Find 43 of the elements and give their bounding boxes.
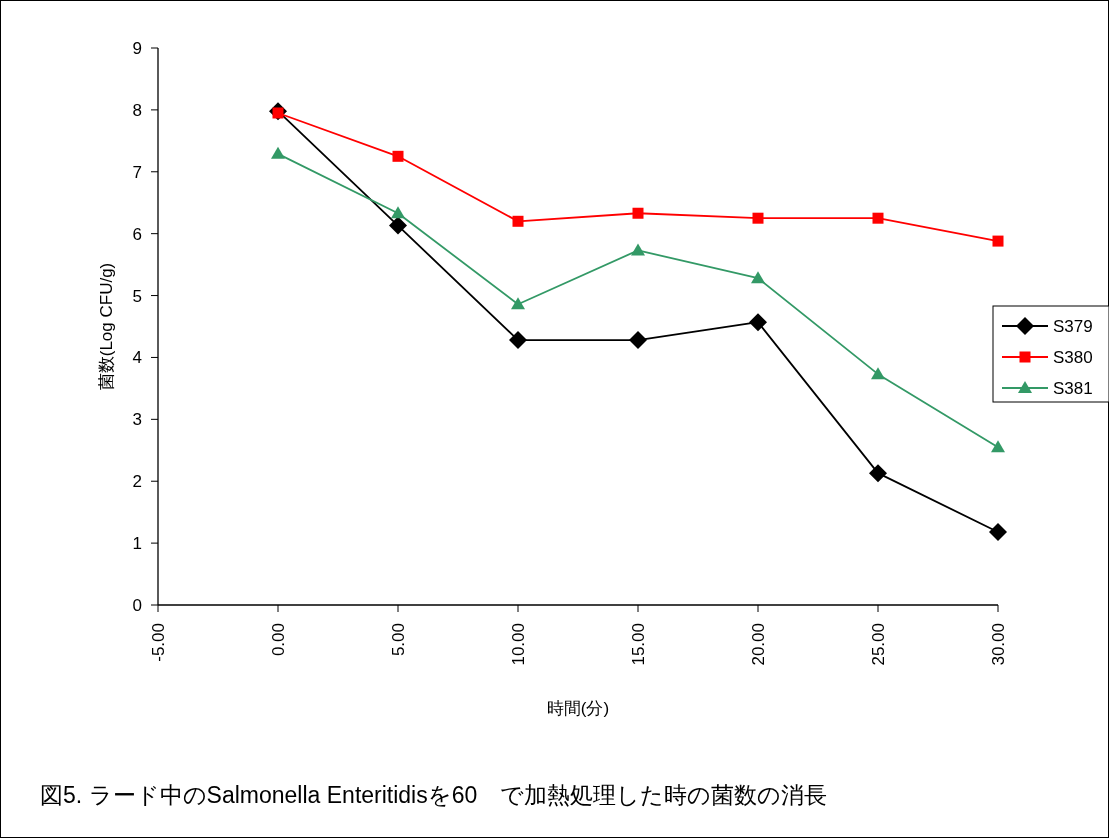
y-tick-label: 5	[132, 286, 142, 306]
x-tick-label: 5.00	[389, 623, 408, 657]
point	[512, 215, 524, 227]
point	[871, 367, 885, 380]
point	[511, 297, 525, 310]
point	[752, 212, 764, 224]
point	[271, 146, 285, 159]
x-tick-label: 20.00	[749, 623, 768, 666]
x-tick-label: 25.00	[869, 623, 888, 666]
point	[869, 464, 887, 483]
y-tick-label: 3	[132, 410, 142, 430]
x-tick-label: 15.00	[629, 623, 648, 666]
point	[991, 440, 1005, 453]
caption: 図5. ラード中のSalmonella Enteritidisを60 で加熱処理した時の菌数の消長	[40, 782, 828, 808]
point	[391, 206, 405, 219]
y-tick-label: 2	[132, 472, 142, 492]
point	[509, 331, 527, 350]
x-tick-label: 30.00	[989, 623, 1008, 666]
x-tick-label: 0.00	[269, 623, 288, 657]
y-tick-label: 1	[132, 534, 142, 554]
point	[749, 313, 767, 332]
y-tick-label: 0	[132, 596, 142, 615]
y-tick-label: 9	[132, 39, 142, 58]
y-tick-label: 8	[132, 100, 142, 120]
x-tick-label: -5.00	[149, 623, 168, 662]
x-axis-title: 時間(分)	[546, 699, 610, 718]
y-tick-label: 7	[132, 162, 142, 182]
x-tick-label: 10.00	[509, 623, 528, 666]
legend-label: S379	[1053, 317, 1093, 336]
point	[631, 243, 645, 256]
y-tick-label: 4	[132, 348, 142, 368]
y-tick-label: 6	[132, 224, 142, 244]
legend-label: S380	[1053, 348, 1093, 367]
point	[392, 150, 404, 162]
legend-label: S381	[1053, 379, 1093, 398]
point	[632, 207, 644, 219]
point	[872, 212, 884, 224]
point	[992, 235, 1004, 247]
point	[629, 331, 647, 350]
point	[389, 216, 407, 235]
point	[989, 522, 1007, 541]
y-axis-title: 菌数(Log CFU/g)	[97, 262, 116, 391]
point	[751, 271, 765, 284]
